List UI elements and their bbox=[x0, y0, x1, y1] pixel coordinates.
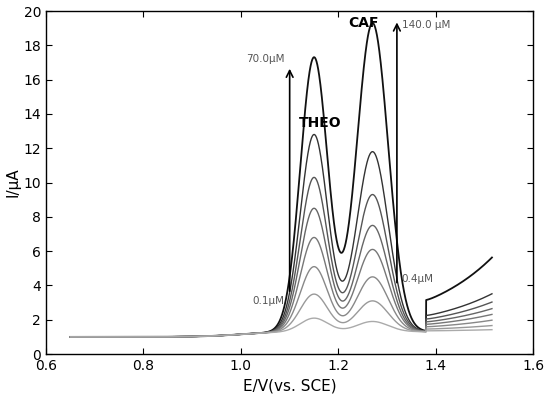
Text: 0.1μM: 0.1μM bbox=[253, 296, 285, 306]
Text: THEO: THEO bbox=[299, 116, 341, 130]
Text: 0.4μM: 0.4μM bbox=[402, 274, 434, 284]
Text: CAF: CAF bbox=[348, 16, 378, 30]
Text: 70.0μM: 70.0μM bbox=[246, 54, 285, 64]
Y-axis label: I/μA: I/μA bbox=[6, 168, 20, 198]
X-axis label: E/V(vs. SCE): E/V(vs. SCE) bbox=[243, 378, 337, 393]
Text: 140.0 μM: 140.0 μM bbox=[402, 20, 450, 30]
